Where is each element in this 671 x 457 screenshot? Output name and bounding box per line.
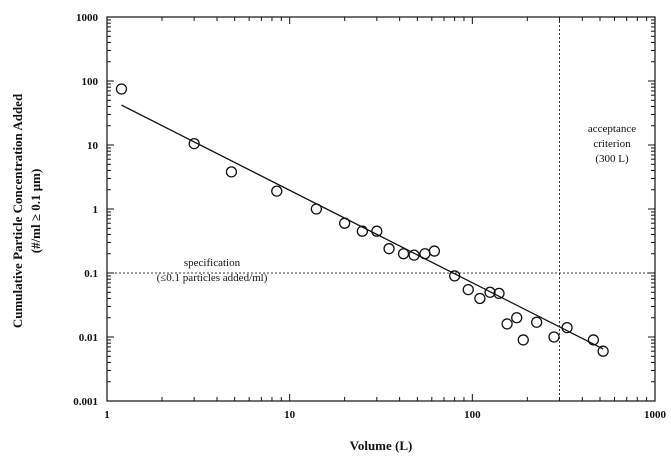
data-point xyxy=(397,248,410,260)
y-tick-label: 0.01 xyxy=(79,332,98,344)
data-points xyxy=(115,83,609,357)
data-point xyxy=(597,345,609,357)
data-point xyxy=(548,331,560,343)
y-tick-label: 1000 xyxy=(76,12,99,24)
data-point xyxy=(501,318,513,330)
data-point xyxy=(474,292,486,305)
data-point xyxy=(115,83,128,95)
data-point xyxy=(419,248,431,260)
data-point xyxy=(493,287,505,300)
data-point xyxy=(462,283,474,296)
fit-line-layer xyxy=(121,104,604,350)
x-axis-title: Volume (L) xyxy=(350,438,413,453)
x-tick-label: 1 xyxy=(104,409,110,421)
plot-frame xyxy=(106,16,656,402)
data-point xyxy=(511,312,523,324)
specification-label: specification xyxy=(184,257,241,269)
data-point xyxy=(339,217,351,229)
x-tick-label: 10 xyxy=(284,409,296,421)
y-tick-labels: 0.001 0.01 0.1 1 10 100 1000 xyxy=(73,12,98,408)
y-tick-label: 1 xyxy=(93,204,99,216)
data-point xyxy=(225,166,238,178)
data-point xyxy=(188,137,200,150)
y-tick-label: 10 xyxy=(87,140,99,152)
specification-sublabel: (≤0.1 particles added/ml) xyxy=(157,272,268,284)
y-tick-label: 0.1 xyxy=(84,268,98,280)
acceptance-sublabel: criterion xyxy=(593,138,631,150)
y-tick-label: 0.001 xyxy=(73,396,98,408)
acceptance-label: acceptance xyxy=(588,123,636,135)
data-point xyxy=(517,334,529,346)
y-axis-title: Cumulative Particle Concentration Added xyxy=(10,93,25,328)
axis-ticks xyxy=(106,16,656,402)
data-point xyxy=(561,321,573,334)
x-tick-labels: 1 10 100 1000 xyxy=(104,409,666,421)
x-tick-label: 100 xyxy=(464,409,481,421)
data-point xyxy=(310,203,323,215)
y-axis-subtitle: (#/ml ≥ 0.1 μm) xyxy=(28,169,43,254)
data-point xyxy=(371,225,383,237)
acceptance-volume-label: (300 L) xyxy=(595,153,629,165)
data-point xyxy=(484,286,496,298)
data-point xyxy=(428,245,441,257)
y-tick-label: 100 xyxy=(82,76,99,88)
trend-fit-line xyxy=(121,104,604,350)
data-point xyxy=(448,270,461,282)
data-point xyxy=(356,225,369,237)
data-point xyxy=(531,316,543,328)
data-point xyxy=(587,334,600,346)
x-tick-label: 1000 xyxy=(644,409,667,421)
reference-lines xyxy=(107,17,655,401)
data-point xyxy=(383,243,395,255)
data-point xyxy=(271,185,283,197)
data-point xyxy=(408,249,420,261)
